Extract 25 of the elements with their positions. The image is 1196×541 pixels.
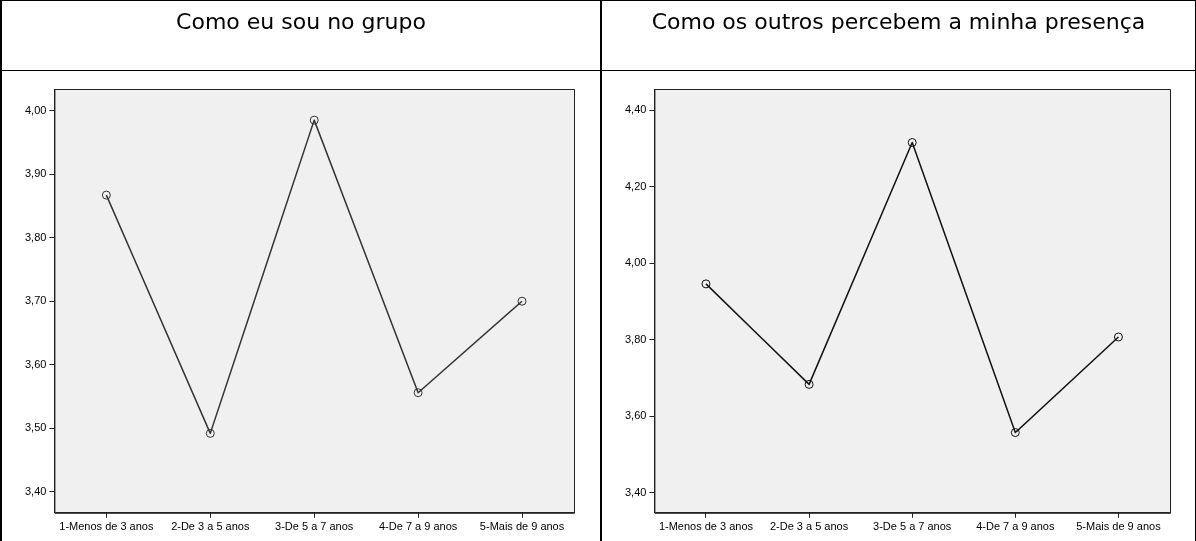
y-tick-label: 3,80 — [624, 332, 647, 345]
y-tick-label: 3,60 — [24, 357, 47, 370]
y-tick-label: 4,00 — [624, 256, 647, 269]
x-tick-label: 4-De 7 a 9 anos — [378, 520, 458, 533]
y-tick-label: 3,40 — [24, 484, 47, 497]
y-tick-label: 3,60 — [624, 409, 647, 422]
chart-title: Como eu sou no grupo — [2, 1, 600, 71]
y-tick-label: 3,90 — [24, 167, 47, 180]
x-tick-label: 1-Menos de 3 anos — [59, 520, 154, 533]
y-tick-label: 4,00 — [24, 103, 47, 116]
x-tick-label: 3-De 5 a 7 anos — [873, 520, 952, 533]
x-tick-label: 1-Menos de 3 anos — [658, 520, 754, 533]
y-tick-label: 4,40 — [624, 103, 647, 116]
x-tick-label: 5-Mais de 9 anos — [1076, 520, 1162, 533]
y-tick-label: 4,20 — [624, 179, 647, 192]
x-tick-label: 5-Mais de 9 anos — [479, 520, 565, 533]
x-tick-label: 4-De 7 a 9 anos — [976, 520, 1055, 533]
x-tick-label: 2-De 3 a 5 anos — [769, 520, 849, 533]
y-tick-label: 3,80 — [24, 230, 47, 243]
x-tick-label: 2-De 3 a 5 anos — [171, 520, 250, 533]
y-tick-label: 3,40 — [624, 485, 647, 498]
y-tick-label: 3,70 — [24, 294, 47, 307]
chart-title: Como os outros percebem a minha presença — [602, 1, 1195, 71]
y-tick-label: 3,50 — [24, 421, 47, 434]
x-tick-label: 3-De 5 a 7 anos — [275, 520, 354, 533]
